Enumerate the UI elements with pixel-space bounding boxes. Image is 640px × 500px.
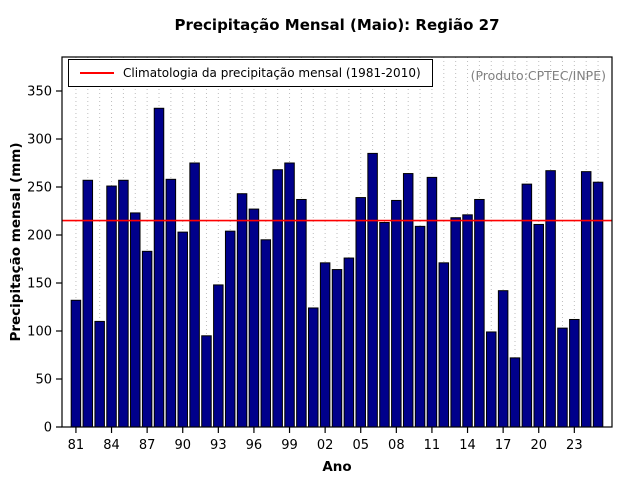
x-tick-label: 20 bbox=[530, 438, 547, 453]
x-tick-label: 17 bbox=[495, 438, 512, 453]
x-tick-label: 87 bbox=[139, 438, 156, 453]
y-tick-label: 50 bbox=[35, 373, 52, 388]
y-tick-label: 350 bbox=[27, 85, 52, 100]
bar-2020 bbox=[533, 223, 544, 428]
bar-2009 bbox=[402, 173, 414, 428]
bar-1998 bbox=[272, 169, 283, 428]
bar-2001 bbox=[308, 307, 319, 428]
x-tick-label: 96 bbox=[246, 438, 263, 453]
x-tick-label: 90 bbox=[174, 438, 191, 453]
chart-title: Precipitação Mensal (Maio): Região 27 bbox=[174, 16, 500, 34]
bar-1985 bbox=[118, 179, 129, 428]
bar-2014 bbox=[462, 214, 473, 428]
climatology-line-icon bbox=[80, 72, 114, 74]
bar-2006 bbox=[367, 152, 378, 428]
y-axis-title: Precipitação mensal (mm) bbox=[8, 142, 24, 341]
bar-2024 bbox=[580, 171, 592, 428]
bar-1990 bbox=[177, 231, 188, 428]
bar-1987 bbox=[141, 250, 153, 428]
legend: Climatologia da precipitação mensal (198… bbox=[68, 59, 433, 87]
bar-2012 bbox=[438, 262, 450, 428]
bar-1986 bbox=[130, 212, 141, 428]
bar-2002 bbox=[319, 262, 331, 428]
legend-label: Climatologia da precipitação mensal (198… bbox=[123, 66, 421, 80]
y-tick-label: 150 bbox=[27, 277, 52, 292]
x-axis-title: Ano bbox=[322, 459, 351, 475]
axis-layer: 0 50 100 150 200 250 300 350 81 84 87 90 93 96 99 02 05 0… bbox=[27, 56, 613, 453]
bar-1983 bbox=[94, 320, 105, 428]
product-watermark: (Produto:CPTEC/INPE) bbox=[470, 68, 606, 83]
bar-1996 bbox=[248, 208, 260, 428]
bar-2003 bbox=[331, 269, 343, 428]
x-tick-label: 14 bbox=[459, 438, 476, 453]
x-tick-label: 81 bbox=[68, 438, 85, 453]
x-tick-label: 99 bbox=[281, 438, 298, 453]
bar-2025 bbox=[592, 181, 604, 428]
bar-2018 bbox=[509, 357, 521, 428]
bar-2010 bbox=[414, 225, 426, 428]
bar-1992 bbox=[201, 335, 212, 428]
bar-2007 bbox=[379, 222, 390, 428]
bar-1988 bbox=[153, 107, 165, 428]
bar-2022 bbox=[557, 327, 568, 428]
bar-2000 bbox=[296, 198, 307, 428]
x-tick-label: 08 bbox=[388, 438, 405, 453]
plot-box bbox=[61, 56, 613, 428]
bar-1997 bbox=[260, 239, 272, 428]
bar-1993 bbox=[213, 284, 224, 428]
y-tick-label: 250 bbox=[27, 181, 52, 196]
y-tick-label: 300 bbox=[27, 133, 52, 148]
bar-2021 bbox=[545, 170, 556, 428]
bar-1995 bbox=[236, 193, 248, 428]
bar-layer bbox=[70, 107, 604, 428]
bar-1981 bbox=[70, 299, 82, 428]
bar-2004 bbox=[343, 257, 355, 428]
bar-2011 bbox=[426, 176, 438, 428]
x-tick-label: 23 bbox=[566, 438, 583, 453]
x-tick-label: 93 bbox=[210, 438, 227, 453]
x-tick-label: 05 bbox=[352, 438, 369, 453]
bar-2013 bbox=[450, 217, 461, 428]
bar-1984 bbox=[106, 185, 117, 428]
bar-2016 bbox=[486, 331, 497, 428]
y-tick-label: 200 bbox=[27, 229, 52, 244]
bar-1994 bbox=[224, 230, 236, 428]
bar-2017 bbox=[497, 290, 509, 428]
x-tick-label: 11 bbox=[424, 438, 441, 453]
bar-2023 bbox=[569, 318, 580, 428]
bar-2015 bbox=[474, 198, 485, 428]
bar-1982 bbox=[82, 179, 94, 428]
x-tick-label: 84 bbox=[103, 438, 120, 453]
bar-1989 bbox=[165, 178, 177, 428]
x-tick-label: 02 bbox=[317, 438, 334, 453]
bar-1991 bbox=[189, 162, 200, 428]
bar-2008 bbox=[391, 199, 402, 428]
bar-1999 bbox=[284, 162, 295, 428]
y-tick-label: 100 bbox=[27, 325, 52, 340]
bar-2005 bbox=[355, 197, 366, 428]
y-tick-label: 0 bbox=[44, 421, 52, 436]
